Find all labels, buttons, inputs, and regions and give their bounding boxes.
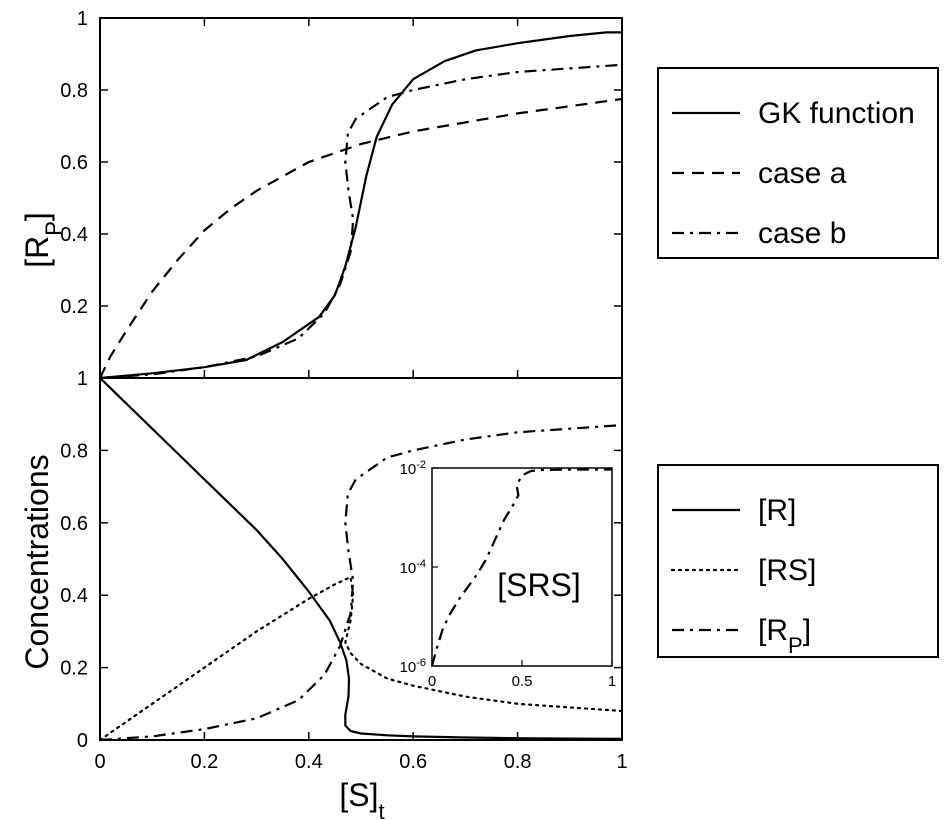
- inset-chart: 0 0.5 1 10-2 10-4 10-6 [SRS]: [400, 459, 617, 690]
- x-tick-label: 0: [94, 751, 105, 773]
- inset-y-tick-label: 10-2: [400, 459, 426, 478]
- legend-label-case-b: case b: [758, 217, 846, 250]
- legend-label-rp: [RP]: [758, 614, 811, 658]
- bottom-series: [98, 377, 624, 742]
- top-series-line-0: [99, 31, 622, 380]
- x-tick-label: 0.6: [399, 751, 427, 773]
- bottom-y-tick-label: 1: [77, 368, 88, 390]
- bottom-y-tick-label: 0.6: [60, 513, 88, 535]
- top-series: [99, 31, 623, 380]
- bottom-ticks: 10.80.60.40.200 0.2 0.4 0.6 0.8 1: [60, 368, 627, 773]
- top-y-tick-label: 0.6: [60, 152, 88, 174]
- legend-label-gk-function: GK function: [758, 97, 915, 130]
- top-panel: 1 0.8 0.6 0.4 0.2 [RP] GK function case a ca…: [19, 8, 939, 380]
- x-tick-label: 0.8: [504, 751, 532, 773]
- top-legend-box: [657, 67, 939, 259]
- legend-label-case-a: case a: [758, 157, 847, 190]
- inset-label: [SRS]: [497, 567, 581, 603]
- inset-frame: [431, 467, 613, 667]
- top-y-tick-label: 1: [77, 8, 88, 30]
- bottom-legend-box: [657, 464, 939, 658]
- bottom-plot-frame: [99, 377, 623, 741]
- top-series-line-2: [99, 63, 623, 380]
- inset-y-tick-label: 10-6: [400, 657, 426, 676]
- top-y-tick-label: 0.8: [60, 80, 88, 102]
- top-y-tick-label: 0.4: [60, 224, 88, 246]
- bottom-y-axis-label: Concentrations: [19, 454, 55, 669]
- x-axis-label: [S]t: [339, 777, 384, 820]
- legend-label-r: [R]: [758, 494, 796, 527]
- legend-label-rs: [RS]: [758, 554, 816, 587]
- top-series-line-1: [99, 97, 623, 379]
- top-legend: GK function case a case b: [657, 67, 939, 259]
- bottom-y-tick-label: 0.2: [60, 658, 88, 680]
- inset-x-tick-label: 0.5: [512, 673, 533, 690]
- bottom-y-tick-label: 0: [77, 730, 88, 752]
- bottom-legend: [R] [RS] [RP]: [657, 464, 939, 658]
- top-y-axis-label: [RP]: [19, 212, 66, 268]
- bottom-panel: 10.80.60.40.200 0.2 0.4 0.6 0.8 1 Concentrati…: [19, 368, 939, 820]
- bottom-series-line-2: [99, 424, 623, 742]
- inset-x-tick-label: 1: [608, 673, 616, 690]
- x-tick-label: 0.4: [295, 751, 323, 773]
- x-tick-label: 1: [616, 751, 627, 773]
- inset-series: [430, 468, 612, 667]
- top-y-tick-label: 0.2: [60, 296, 88, 318]
- inset-series-line-0: [430, 468, 612, 667]
- bottom-y-tick-label: 0.8: [60, 440, 88, 462]
- inset-ticks: 0 0.5 1 10-2 10-4 10-6: [400, 459, 617, 690]
- bottom-y-tick-label: 0.4: [60, 585, 88, 607]
- bottom-series-line-0: [99, 377, 623, 740]
- top-y-ticks: 1 0.8 0.6 0.4 0.2: [60, 8, 622, 378]
- inset-y-tick-label: 10-4: [400, 558, 426, 577]
- bottom-series-line-1: [98, 576, 624, 742]
- x-tick-label: 0.2: [190, 751, 218, 773]
- inset-x-tick-label: 0: [428, 673, 436, 690]
